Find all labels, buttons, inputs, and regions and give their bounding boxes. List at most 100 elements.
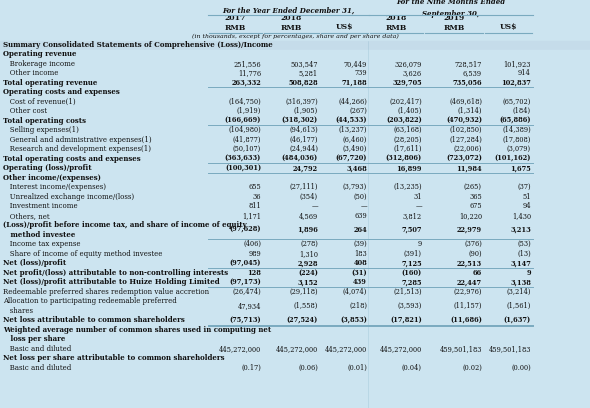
- Text: (22,006): (22,006): [454, 145, 482, 153]
- Text: (0.01): (0.01): [347, 364, 367, 372]
- Text: For the Nine Months Ended
September 30,: For the Nine Months Ended September 30,: [396, 0, 506, 18]
- Text: 36: 36: [253, 193, 261, 201]
- Text: 3,626: 3,626: [403, 69, 422, 77]
- Text: 445,272,000: 445,272,000: [380, 345, 422, 353]
- Text: Unrealized exchange income/(loss): Unrealized exchange income/(loss): [3, 193, 134, 201]
- Text: (65,886): (65,886): [500, 117, 531, 125]
- Text: method investee: method investee: [3, 231, 76, 239]
- Text: (4,074): (4,074): [343, 288, 367, 296]
- Text: 2019: 2019: [443, 15, 465, 22]
- Text: Total operating revenue: Total operating revenue: [3, 79, 97, 87]
- Text: 22,447: 22,447: [457, 278, 482, 286]
- Text: 459,501,183: 459,501,183: [489, 345, 531, 353]
- Text: Brokerage income: Brokerage income: [3, 60, 75, 68]
- Text: (267): (267): [349, 107, 367, 115]
- Text: 503,547: 503,547: [290, 60, 318, 68]
- Bar: [0, 88, 590, 98]
- Text: (160): (160): [402, 269, 422, 277]
- Text: (28,205): (28,205): [394, 136, 422, 144]
- Text: 639: 639: [354, 212, 367, 220]
- Bar: [0, 364, 590, 373]
- Text: 1,896: 1,896: [297, 226, 318, 234]
- Bar: [0, 278, 590, 288]
- Bar: [0, 98, 590, 107]
- Text: 1,310: 1,310: [299, 250, 318, 258]
- Text: 4,569: 4,569: [299, 212, 318, 220]
- Text: Other income/(expenses): Other income/(expenses): [3, 174, 101, 182]
- Text: —: —: [312, 202, 318, 210]
- Text: (53): (53): [517, 240, 531, 248]
- Text: (265): (265): [464, 183, 482, 191]
- Text: 3,138: 3,138: [510, 278, 531, 286]
- Text: (166,669): (166,669): [225, 117, 261, 125]
- Text: 459,501,183: 459,501,183: [440, 345, 482, 353]
- Text: 329,705: 329,705: [392, 79, 422, 87]
- Text: (13): (13): [517, 250, 531, 258]
- Text: (26,474): (26,474): [232, 288, 261, 296]
- Text: (391): (391): [404, 250, 422, 258]
- Text: (22,976): (22,976): [454, 288, 482, 296]
- Text: (94,613): (94,613): [289, 126, 318, 134]
- Text: (470,932): (470,932): [446, 117, 482, 125]
- Text: (406): (406): [243, 240, 261, 248]
- Text: Weighted average number of common shares used in computing net: Weighted average number of common shares…: [3, 326, 271, 334]
- Text: 7,507: 7,507: [402, 226, 422, 234]
- Text: Net (loss)/profit: Net (loss)/profit: [3, 259, 66, 267]
- Text: Basic and diluted: Basic and diluted: [3, 364, 71, 372]
- Text: (102,850): (102,850): [450, 126, 482, 134]
- Text: Summary Consolidated Statements of Comprehensive (Loss)/Income: Summary Consolidated Statements of Compr…: [3, 41, 273, 49]
- Bar: [0, 164, 590, 173]
- Text: 9: 9: [526, 269, 531, 277]
- Text: 7,285: 7,285: [402, 278, 422, 286]
- Text: 128: 128: [247, 269, 261, 277]
- Bar: [0, 326, 590, 344]
- Text: 2,928: 2,928: [297, 259, 318, 267]
- Text: 3,468: 3,468: [346, 164, 367, 172]
- Text: (0.04): (0.04): [402, 364, 422, 372]
- Text: (469,618): (469,618): [449, 98, 482, 106]
- Text: (218): (218): [349, 302, 367, 310]
- Bar: [0, 107, 590, 117]
- Text: RMB: RMB: [281, 24, 302, 31]
- Text: (17,821): (17,821): [390, 316, 422, 324]
- Text: (1,558): (1,558): [294, 302, 318, 310]
- Text: (41,877): (41,877): [232, 136, 261, 144]
- Text: (97,045): (97,045): [230, 259, 261, 267]
- Text: 728,517: 728,517: [455, 60, 482, 68]
- Text: Investment income: Investment income: [3, 202, 78, 210]
- Text: (1,561): (1,561): [507, 302, 531, 310]
- Bar: [0, 316, 590, 326]
- Text: 408: 408: [353, 259, 367, 267]
- Text: (11,157): (11,157): [454, 302, 482, 310]
- Text: (484,036): (484,036): [282, 155, 318, 163]
- Text: 3,152: 3,152: [297, 278, 318, 286]
- Text: US$: US$: [500, 24, 517, 31]
- Text: 508,828: 508,828: [289, 79, 318, 87]
- Text: (0.17): (0.17): [241, 364, 261, 372]
- Text: 2018: 2018: [281, 15, 302, 22]
- Text: Allocation to participating redeemable preferred: Allocation to participating redeemable p…: [3, 297, 177, 305]
- Text: (202,417): (202,417): [389, 98, 422, 106]
- Text: (3,079): (3,079): [507, 145, 531, 153]
- Text: (1,314): (1,314): [457, 107, 482, 115]
- Text: Other income: Other income: [3, 69, 58, 77]
- Text: (31): (31): [352, 269, 367, 277]
- Bar: [0, 354, 590, 364]
- Text: (44,266): (44,266): [338, 98, 367, 106]
- Text: 11,776: 11,776: [238, 69, 261, 77]
- Text: 183: 183: [354, 250, 367, 258]
- Bar: [0, 183, 590, 193]
- Text: (0.06): (0.06): [298, 364, 318, 372]
- Text: 101,923: 101,923: [503, 60, 531, 68]
- Text: Net (loss)/profit attributable to Huize Holding Limited: Net (loss)/profit attributable to Huize …: [3, 278, 219, 286]
- Text: (13,237): (13,237): [339, 126, 367, 134]
- Bar: [0, 117, 590, 126]
- Text: 445,272,000: 445,272,000: [276, 345, 318, 353]
- Text: (46,177): (46,177): [290, 136, 318, 144]
- Bar: [0, 240, 590, 250]
- Text: (65,702): (65,702): [503, 98, 531, 106]
- Bar: [0, 193, 590, 202]
- Text: 655: 655: [248, 183, 261, 191]
- Text: 1,171: 1,171: [242, 212, 261, 220]
- Text: (97,628): (97,628): [230, 226, 261, 234]
